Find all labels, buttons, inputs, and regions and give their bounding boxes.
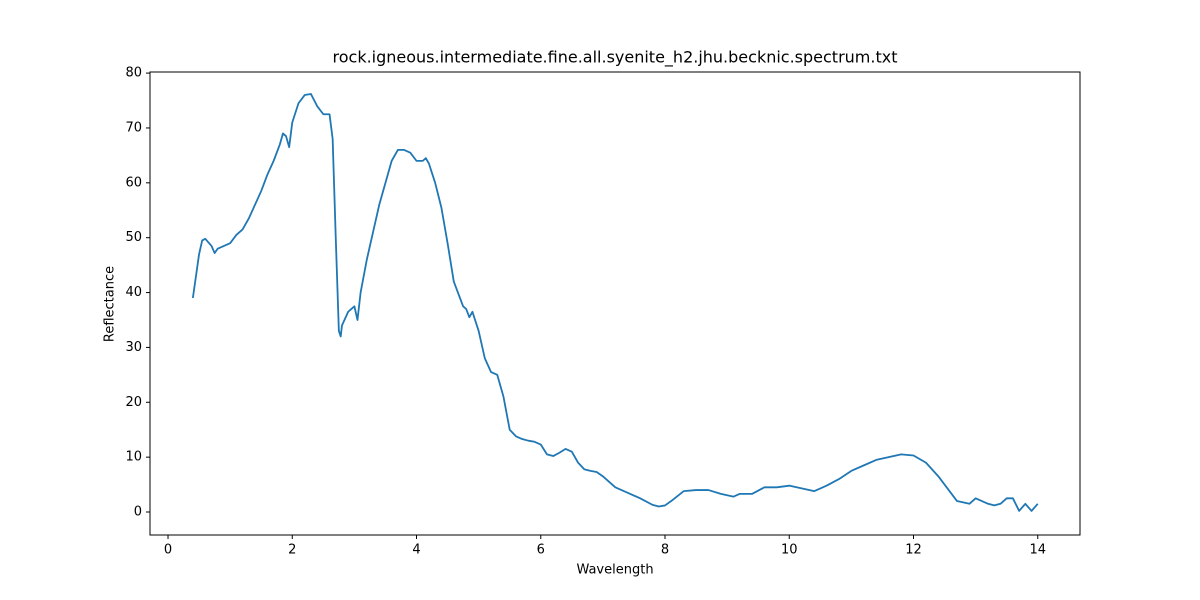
y-tick-label: 80 [125, 66, 142, 81]
y-tick-label: 20 [125, 395, 142, 410]
y-tick-label: 60 [125, 175, 142, 190]
x-tick-label: 8 [661, 543, 669, 558]
data-line [191, 93, 1039, 512]
y-tick-label: 30 [125, 340, 142, 355]
y-tick-label: 70 [125, 120, 142, 135]
y-tick-label: 10 [125, 450, 142, 465]
y-tick-label: 50 [125, 230, 142, 245]
x-tick-label: 12 [905, 543, 922, 558]
x-tick-label: 0 [164, 543, 172, 558]
y-axis-label: Reflectance [103, 266, 118, 342]
x-tick-label: 2 [288, 543, 296, 558]
y-tick-label: 40 [125, 285, 142, 300]
x-tick-label: 10 [781, 543, 798, 558]
y-tick-label: 0 [134, 505, 142, 520]
plot-frame [149, 71, 1081, 536]
x-tick-label: 6 [537, 543, 545, 558]
x-axis-label: Wavelength [576, 563, 653, 578]
x-tick-label: 14 [1029, 543, 1046, 558]
chart-title: rock.igneous.intermediate.fine.all.syeni… [333, 48, 898, 68]
x-tick-label: 4 [412, 543, 420, 558]
